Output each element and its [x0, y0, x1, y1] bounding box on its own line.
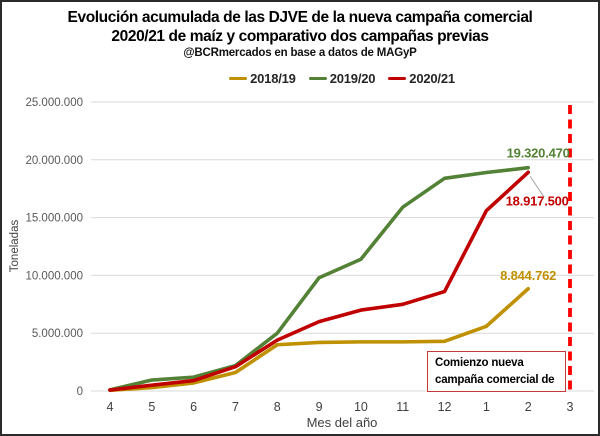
series-line-2020-21 — [108, 170, 530, 392]
chart-title-line1: Evolución acumulada de las DJVE de la nu… — [67, 9, 533, 26]
annotation-box: Comienzo nueva campaña comercial de — [427, 351, 566, 392]
legend-swatch-2019-20 — [308, 76, 327, 81]
x-tick-label: 11 — [396, 400, 409, 414]
x-axis-title: Mes del año — [307, 415, 378, 430]
chart-title-line2: 2020/21 de maíz y comparativo dos campañ… — [111, 28, 489, 45]
label-leader-line — [529, 176, 545, 198]
legend: 2018/19 2019/20 2020/21 — [90, 71, 594, 86]
x-tick-label: 10 — [354, 400, 368, 414]
x-tick-label: 7 — [232, 400, 239, 414]
x-tick-label: 1 — [483, 400, 490, 414]
y-tick-label: 5.000.000 — [32, 328, 83, 340]
legend-label-2020-21: 2020/21 — [409, 71, 455, 86]
x-tick-label: 4 — [107, 400, 114, 414]
annotation-box-line2: campaña comercial de — [435, 374, 555, 386]
x-tick-label: 9 — [316, 400, 323, 414]
end-value-label-2018-19: 8.844.762 — [500, 268, 556, 283]
legend-swatch-2020-21 — [388, 76, 407, 81]
y-tick-label: 20.000.000 — [25, 155, 83, 167]
y-tick-label: 0 — [77, 386, 83, 398]
x-tick-label: 5 — [148, 400, 155, 414]
x-tick-label: 2 — [525, 400, 532, 414]
legend-item-2019-20: 2019/20 — [308, 71, 376, 86]
x-tick-label: 12 — [438, 400, 452, 414]
legend-swatch-2018-19 — [229, 76, 248, 81]
legend-label-2018-19: 2018/19 — [250, 71, 296, 86]
end-value-label-2020-21: 18.917.500 — [506, 193, 569, 208]
end-value-label-2019-20: 19.320.470 — [507, 146, 570, 161]
x-tick-label: 3 — [567, 400, 574, 414]
y-tick-label: 10.000.000 — [25, 270, 83, 282]
y-tick-label: 25.000.000 — [25, 97, 83, 109]
legend-item-2018-19: 2018/19 — [229, 71, 296, 86]
x-tick-label: 6 — [190, 400, 197, 414]
y-axis-title: Toneladas — [9, 220, 21, 273]
series-line-2019-20 — [108, 165, 530, 392]
annotation-box-line1: Comienzo nueva — [435, 357, 524, 369]
legend-label-2019-20: 2019/20 — [329, 71, 376, 86]
legend-item-2020-21: 2020/21 — [388, 71, 455, 86]
x-tick-label: 8 — [274, 400, 281, 414]
series-line-2018-19 — [108, 286, 530, 393]
chart-subtitle: @BCRmercados en base a datos de MAGyP — [183, 47, 417, 59]
y-tick-label: 15.000.000 — [25, 213, 83, 225]
